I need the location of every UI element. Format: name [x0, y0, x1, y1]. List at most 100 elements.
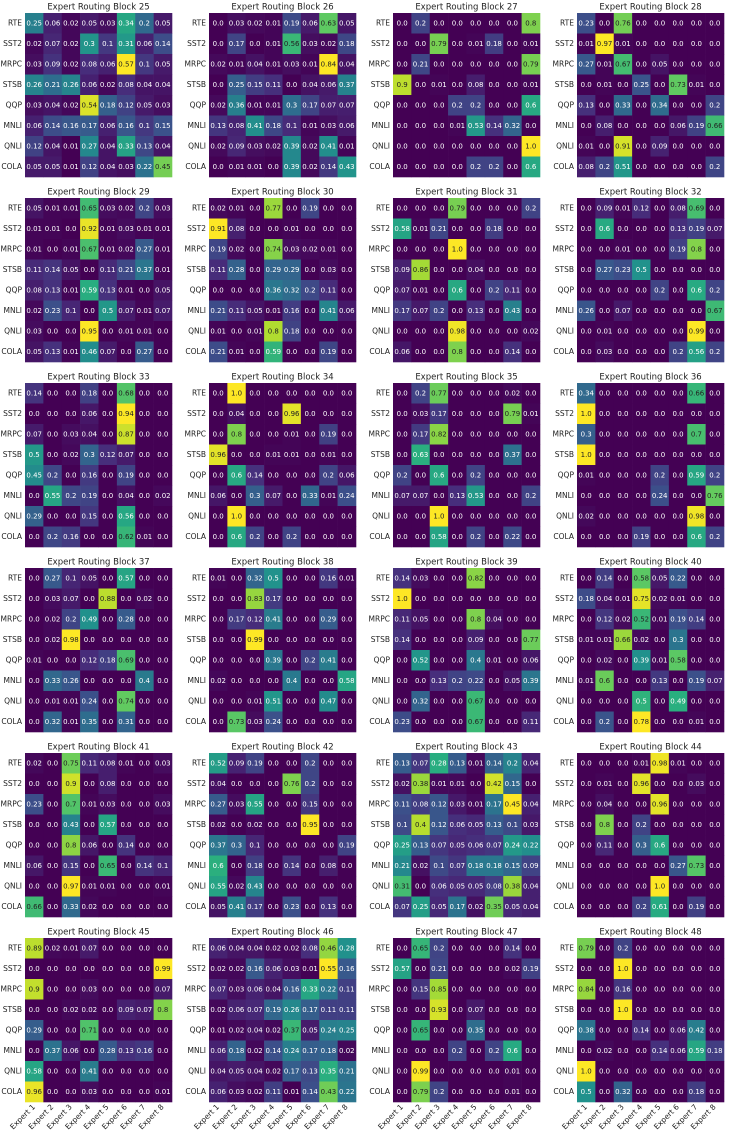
cell-value-label: 0.15	[302, 800, 318, 808]
cell-value-label: 0.21	[118, 266, 134, 274]
cell-value-label: 0.05	[26, 348, 42, 356]
cell-value-label: 0.01	[670, 595, 686, 603]
cell-value-label: 0.01	[523, 40, 539, 48]
cell-value-label: 0.41	[82, 1067, 98, 1075]
cell-value-label: 0.0	[470, 985, 481, 993]
cell-value-label: 0.0	[525, 1026, 536, 1034]
cell-value-label: 0.0	[452, 718, 463, 726]
cell-value-label: 0.0	[654, 636, 665, 644]
cell-value-label: 0.0	[525, 348, 536, 356]
heatmap-cell	[264, 691, 283, 712]
heatmap-cell	[319, 794, 338, 815]
cell-value-label: 0.06	[82, 410, 98, 418]
cell-value-label: 0.0	[691, 759, 702, 767]
cell-value-label: 0.0	[654, 410, 665, 418]
cell-value-label: 0.01	[63, 944, 79, 952]
heatmap-cell	[227, 74, 247, 96]
heatmap-cell	[595, 629, 615, 651]
heatmap-cell	[448, 259, 467, 281]
heatmap-cell	[282, 773, 302, 795]
cell-value-label: 0.0	[84, 677, 95, 685]
cell-value-label: 0.0	[581, 718, 592, 726]
cell-value-label: 0.0	[691, 40, 702, 48]
cell-value-label: 0.0	[84, 307, 95, 315]
cell-value-label: 0.86	[413, 266, 429, 274]
heatmap-cell	[282, 33, 302, 55]
cell-value-label: 0.0	[599, 492, 610, 500]
cell-value-label: 0.0	[397, 1088, 408, 1096]
heatmap-cell	[687, 33, 706, 55]
cell-value-label: 0.0	[617, 1047, 628, 1055]
heatmap-cell	[153, 218, 173, 240]
heatmap-cell	[227, 588, 247, 610]
heatmap-cell	[80, 115, 99, 137]
cell-value-label: 0.0	[636, 451, 647, 459]
cell-value-label: 0.0	[672, 718, 683, 726]
y-tick-label: MNLI	[4, 861, 22, 870]
cell-value-label: 0.0	[157, 1047, 168, 1055]
heatmap-cell	[300, 300, 320, 322]
heatmap-cell	[80, 341, 99, 363]
cell-value-label: 0.0	[617, 389, 628, 397]
cell-value-label: 0.0	[47, 327, 58, 335]
y-tick-label: COLA	[553, 162, 574, 171]
cell-value-label: 0.0	[636, 965, 647, 973]
cell-value-label: 0.42	[689, 1026, 705, 1034]
cell-value-label: 0.28	[339, 944, 355, 952]
heatmap-cell	[209, 136, 228, 157]
cell-value-label: 0.0	[397, 40, 408, 48]
cell-value-label: 0.0	[581, 1006, 592, 1014]
cell-value-label: 0.0	[29, 1006, 40, 1014]
heatmap-cell	[521, 568, 541, 589]
heatmap-cell	[632, 95, 651, 116]
cell-value-label: 0.0	[397, 677, 408, 685]
cell-value-label: 0.13	[431, 677, 447, 685]
cell-value-label: 0.0	[341, 389, 352, 397]
cell-value-label: 0.0	[654, 451, 665, 459]
heatmap-cell	[632, 115, 651, 137]
cell-value-label: 0.0	[157, 1026, 168, 1034]
cell-value-label: 0.0	[157, 841, 168, 849]
heatmap-cell	[300, 259, 320, 281]
cell-value-label: 0.0	[157, 533, 168, 541]
cell-value-label: 0.0	[654, 430, 665, 438]
cell-value-label: 0.02	[394, 780, 410, 788]
heatmap-cell	[43, 896, 63, 918]
cell-value-label: 0.0	[433, 266, 444, 274]
cell-value-label: 0.01	[597, 327, 613, 335]
cell-value-label: 0.19	[689, 225, 705, 233]
heatmap-cell	[595, 485, 615, 507]
heatmap-cell	[503, 341, 522, 363]
heatmap-cell	[687, 506, 706, 527]
heatmap-cell	[521, 485, 541, 507]
cell-value-label: 0.01	[266, 101, 282, 109]
heatmap-cell	[687, 95, 706, 116]
cell-value-label: 0.67	[82, 245, 98, 253]
cell-value-label: 0.27	[45, 574, 61, 582]
cell-value-label: 0.2	[415, 389, 426, 397]
cell-value-label: 0.01	[634, 759, 650, 767]
cell-value-label: 0.2	[433, 944, 444, 952]
cell-value-label: 0.02	[578, 512, 594, 520]
cell-value-label: 0.0	[488, 101, 499, 109]
cell-value-label: 0.0	[525, 430, 536, 438]
y-tick-label: MRPC	[553, 429, 574, 438]
heatmap-cell	[245, 650, 265, 671]
y-tick-label: MRPC	[1, 614, 22, 623]
heatmap-cell	[705, 33, 725, 55]
heatmap-cell	[264, 259, 283, 281]
heatmap-cell	[577, 424, 596, 445]
y-tick-label: QQP	[190, 840, 207, 849]
heatmap-cell	[411, 670, 431, 692]
cell-value-label: 0.0	[213, 697, 224, 705]
heatmap-cell	[116, 218, 136, 240]
heatmap-cell	[80, 218, 99, 240]
cell-value-label: 0.96	[634, 780, 650, 788]
cell-value-label: 0.0	[507, 142, 518, 150]
y-tick-label: MNLI	[372, 1046, 390, 1055]
heatmap-cell	[245, 588, 265, 610]
cell-value-label: 0.31	[118, 718, 134, 726]
